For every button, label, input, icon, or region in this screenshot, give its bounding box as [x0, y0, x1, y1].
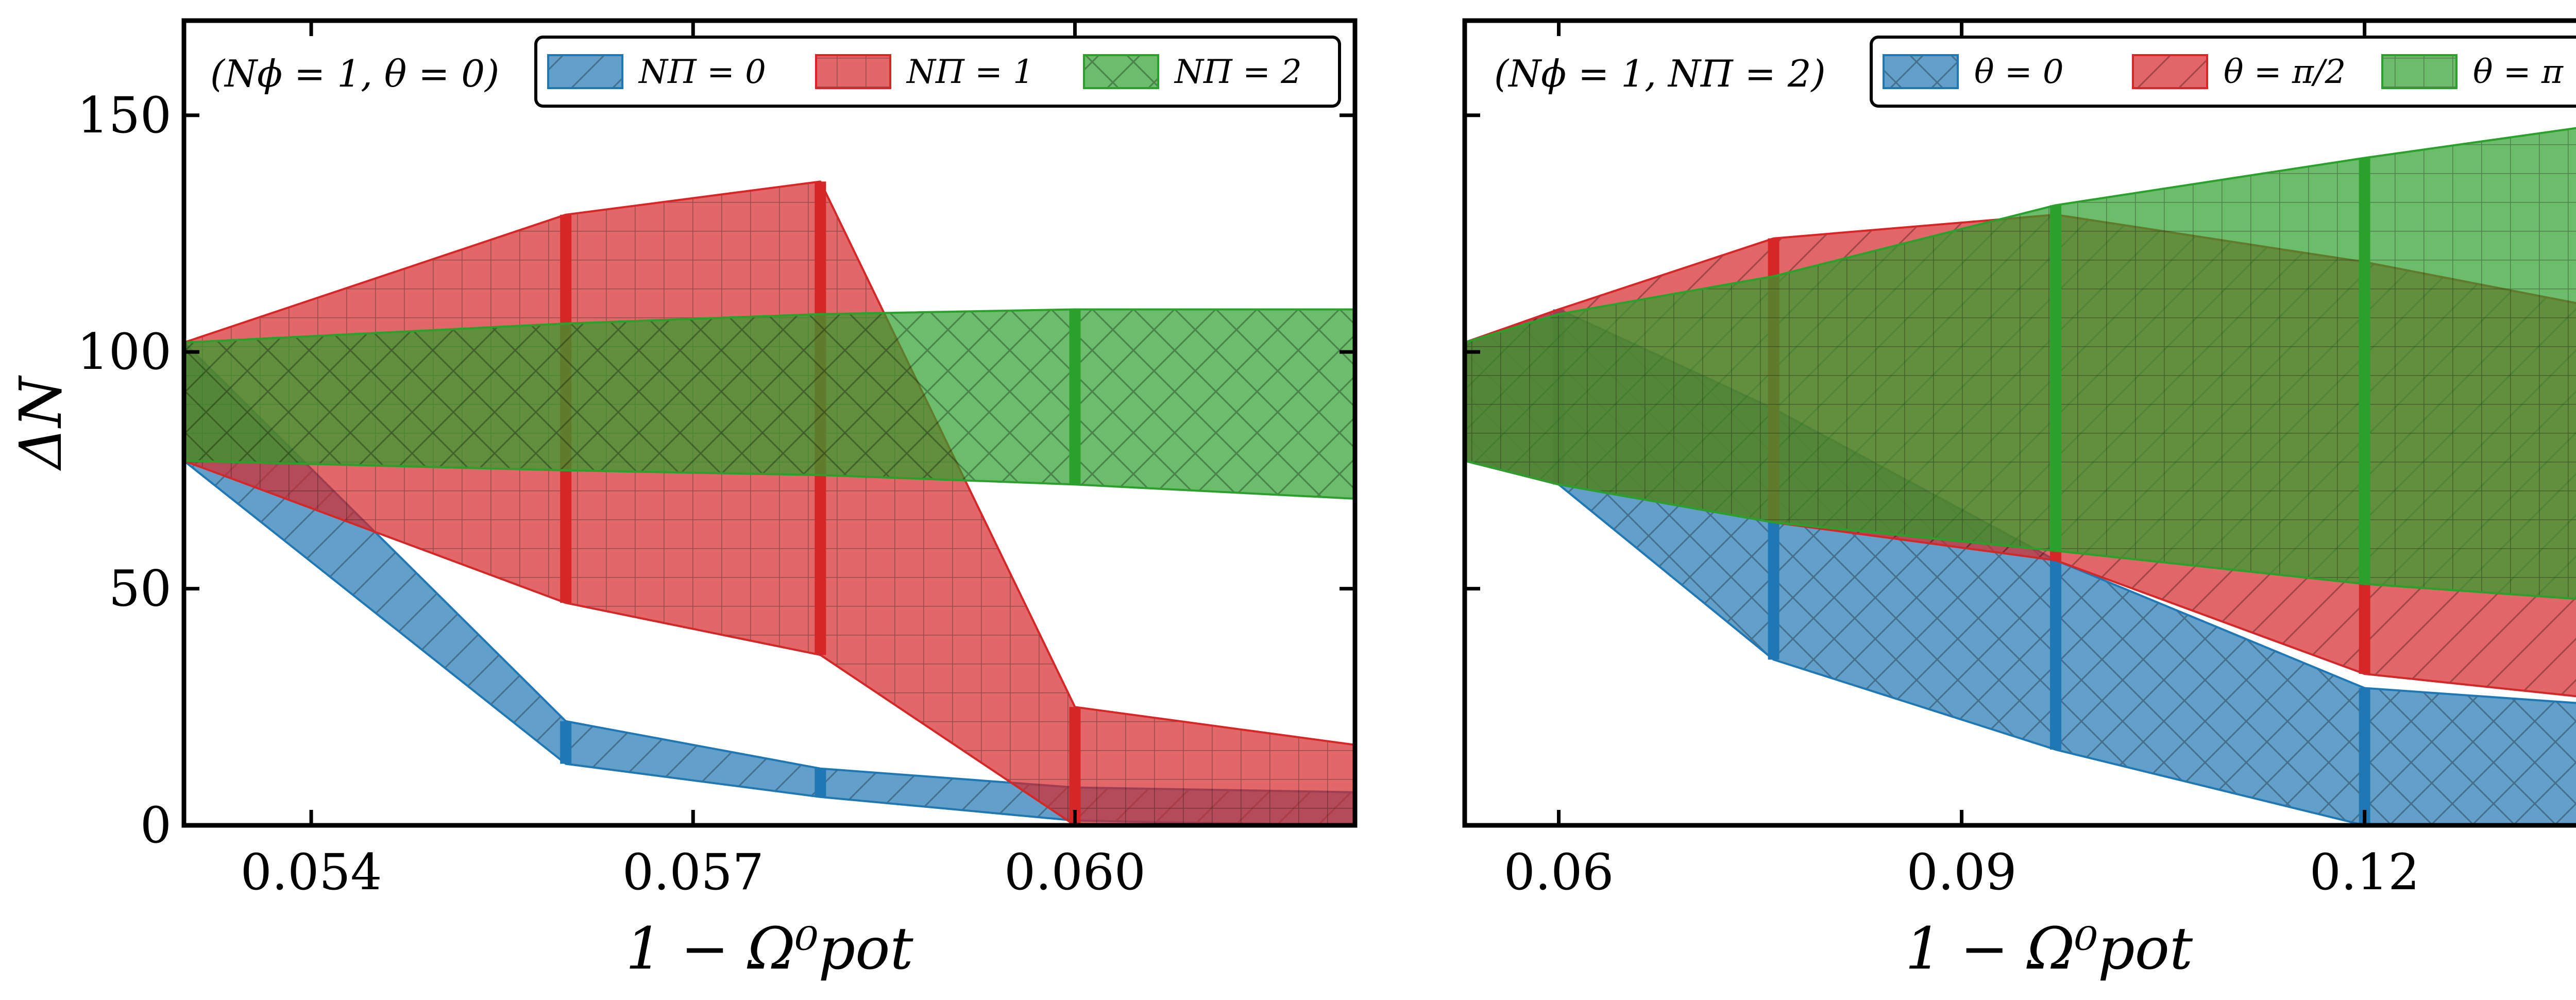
- legend: θ = 0 θ = π/2 θ = π: [1870, 36, 2576, 108]
- series-band-hatch: [1465, 127, 2576, 600]
- legend-label: θ = 0: [1974, 53, 2064, 91]
- panel-left: 0.054 0.057 0.060 0 50 100 150 1 − Ω⁰pot ΔN (Nϕ =…: [8, 18, 1358, 982]
- legend-entry: NΠ = 0: [547, 53, 766, 91]
- y-tick-label: 150: [77, 87, 172, 144]
- legend-label: θ = π/2: [2224, 53, 2346, 91]
- legend-swatch: [1083, 54, 1159, 89]
- legend-swatch: [815, 54, 891, 89]
- legend-swatch: [2132, 54, 2208, 89]
- series-band-hatch: [184, 341, 1355, 825]
- x-tick-label: 0.12: [2310, 843, 2420, 901]
- y-tick-label: 50: [109, 560, 172, 618]
- y-axis-title: ΔN: [8, 375, 75, 471]
- series-band-hatch: [184, 180, 1355, 825]
- x-tick-label: 0.060: [1004, 843, 1146, 901]
- x-tick-label: 0.09: [1907, 843, 2017, 901]
- legend-entry: θ = π: [2381, 53, 2564, 91]
- series-2: [184, 308, 1355, 500]
- axes-frame: [181, 18, 1358, 828]
- legend-label: NΠ = 1: [906, 53, 1034, 91]
- legend-label: NΠ = 2: [1174, 53, 1302, 91]
- x-tick-label: 0.06: [1504, 843, 1614, 901]
- series-band-hatch: [184, 308, 1355, 500]
- plot-area: [184, 180, 1355, 825]
- panel-annotation: (Nϕ = 1, θ = 0): [210, 52, 499, 95]
- panel-annotation: (Nϕ = 1, NΠ = 2): [1494, 52, 1826, 95]
- series-2: [1465, 127, 2576, 600]
- y-tick-label: 100: [77, 323, 172, 381]
- legend-swatch: [2381, 54, 2458, 89]
- axes-frame: [1462, 18, 2576, 828]
- legend-swatch: [547, 54, 623, 89]
- legend-swatch: [1883, 54, 1959, 89]
- x-axis-title: 1 − Ω⁰pot: [625, 916, 913, 982]
- plot-area: [1465, 127, 2576, 825]
- legend: NΠ = 0 NΠ = 1 NΠ = 2: [534, 36, 1341, 108]
- legend-entry: θ = π/2: [2132, 53, 2346, 91]
- legend-entry: NΠ = 1: [815, 53, 1034, 91]
- x-tick-label: 0.054: [241, 843, 382, 901]
- legend-label: θ = π: [2473, 53, 2564, 91]
- legend-entry: NΠ = 2: [1083, 53, 1302, 91]
- x-axis-title: 1 − Ω⁰pot: [1905, 916, 2193, 982]
- legend-label: NΠ = 0: [638, 53, 766, 91]
- y-tick-label: 0: [140, 796, 172, 854]
- series-1: [184, 180, 1355, 825]
- panel-right: 0.06 0.09 0.12 1 − Ω⁰pot (Nϕ = 1, NΠ = 2) θ =…: [1462, 18, 2576, 982]
- legend-entry: θ = 0: [1883, 53, 2064, 91]
- x-tick-label: 0.057: [622, 843, 764, 901]
